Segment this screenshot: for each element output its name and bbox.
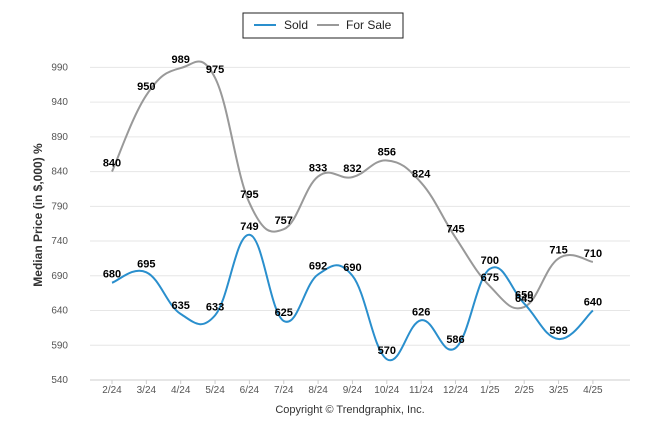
y-tick-label: 990 xyxy=(51,62,68,73)
data-label-for-sale: 675 xyxy=(481,272,499,284)
x-tick-label: 5/24 xyxy=(205,385,225,396)
y-tick-label: 590 xyxy=(51,340,68,351)
data-label-for-sale: 710 xyxy=(584,248,602,260)
x-tick-label: 4/25 xyxy=(583,385,603,396)
data-label-for-sale: 832 xyxy=(343,163,361,175)
x-tick-label: 2/25 xyxy=(514,385,534,396)
data-label-sold: 586 xyxy=(446,334,464,346)
y-tick-label: 690 xyxy=(51,271,68,282)
x-tick-label: 10/24 xyxy=(374,385,399,396)
y-tick-label: 790 xyxy=(51,201,68,212)
data-label-sold: 749 xyxy=(240,221,258,233)
data-label-sold: 695 xyxy=(137,258,155,270)
data-label-sold: 690 xyxy=(343,262,361,274)
data-labels: 680 695 635 633 749 625 692 690 570 626 586 700 650 5… xyxy=(103,54,602,357)
data-label-sold: 625 xyxy=(275,307,293,319)
x-tick-label: 6/24 xyxy=(240,385,260,396)
data-label-for-sale: 645 xyxy=(515,293,533,305)
data-label-for-sale: 833 xyxy=(309,162,327,174)
data-label-sold: 635 xyxy=(172,300,190,312)
data-label-for-sale: 975 xyxy=(206,64,224,76)
y-tick-label: 890 xyxy=(51,132,68,143)
series-line-sold xyxy=(111,233,594,362)
series-lines xyxy=(111,60,594,362)
data-label-for-sale: 715 xyxy=(549,244,567,256)
x-axis-ticks: 2/24 3/24 4/24 5/24 6/24 7/24 8/24 9/24 10/24 11/… xyxy=(90,379,630,396)
y-tick-label: 640 xyxy=(51,306,68,317)
x-tick-label: 2/24 xyxy=(102,385,122,396)
data-label-sold: 640 xyxy=(584,297,602,309)
series-line-for-sale xyxy=(111,60,594,310)
data-label-sold: 680 xyxy=(103,269,121,281)
data-label-sold: 692 xyxy=(309,260,327,272)
x-tick-label: 9/24 xyxy=(343,385,363,396)
data-label-sold: 633 xyxy=(206,301,224,313)
x-tick-label: 7/24 xyxy=(274,385,294,396)
data-label-for-sale: 856 xyxy=(378,146,396,158)
data-label-for-sale: 757 xyxy=(275,215,293,227)
x-tick-label: 3/24 xyxy=(137,385,157,396)
grid-lines xyxy=(90,66,630,381)
data-label-for-sale: 795 xyxy=(240,189,258,201)
data-label-for-sale: 745 xyxy=(446,224,464,236)
copyright-credit: Copyright © Trendgraphix, Inc. xyxy=(275,404,424,416)
x-tick-label: 3/25 xyxy=(549,385,569,396)
data-label-for-sale: 950 xyxy=(137,81,155,93)
x-tick-label: 12/24 xyxy=(443,385,468,396)
data-label-sold: 570 xyxy=(378,345,396,357)
data-label-sold: 650 xyxy=(515,290,533,302)
data-label-sold: 626 xyxy=(412,306,430,318)
data-label-for-sale: 989 xyxy=(172,54,190,66)
y-tick-label: 540 xyxy=(51,375,68,386)
data-label-sold: 700 xyxy=(481,255,499,267)
y-axis-title: Median Price (in $,000) % xyxy=(31,143,45,287)
y-tick-label: 940 xyxy=(51,97,68,108)
x-tick-label: 4/24 xyxy=(171,385,191,396)
data-label-for-sale: 824 xyxy=(412,169,431,181)
legend[interactable]: Sold For Sale xyxy=(242,12,404,39)
y-tick-label: 740 xyxy=(51,236,68,247)
y-axis-ticks: 540 590 640 690 740 790 840 890 940 990 xyxy=(51,62,68,386)
y-tick-label: 840 xyxy=(51,167,68,178)
legend-label-sold: Sold xyxy=(284,18,308,32)
x-tick-label: 8/24 xyxy=(308,385,328,396)
x-tick-label: 1/25 xyxy=(480,385,500,396)
legend-label-for-sale: For Sale xyxy=(346,18,392,32)
data-label-for-sale: 840 xyxy=(103,158,121,170)
x-tick-label: 11/24 xyxy=(409,385,434,396)
data-label-sold: 599 xyxy=(549,325,567,337)
